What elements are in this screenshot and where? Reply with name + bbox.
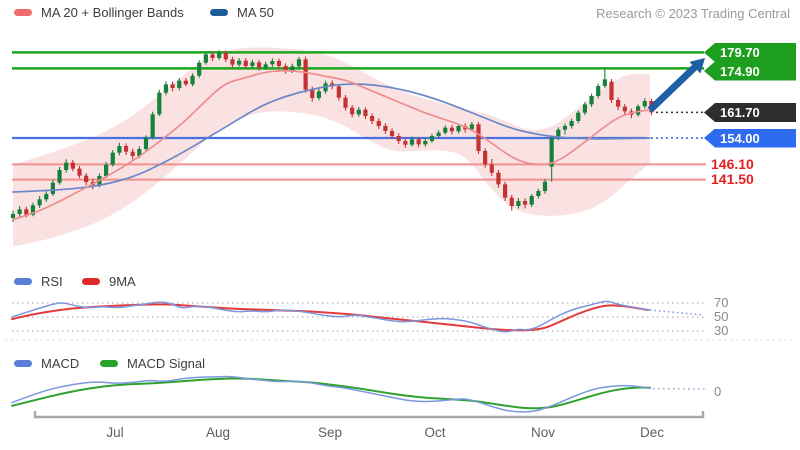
- current-price-tag: 161.70: [704, 103, 796, 122]
- macd-zero-label: 0: [714, 384, 722, 399]
- support-price-label-2: 141.50: [711, 171, 754, 187]
- legend-ma20-bollinger-label: MA 20 + Bollinger Bands: [41, 5, 184, 20]
- support-price-label-1: 146.10: [711, 156, 754, 172]
- legend-rsi-label: RSI: [41, 274, 63, 289]
- ma50-swatch-icon: [210, 9, 228, 16]
- legend-macd-signal: MACD Signal: [100, 356, 205, 371]
- rsi-level-70: 70: [714, 295, 729, 310]
- axis-month-sep: Sep: [317, 425, 343, 440]
- macd-swatch-icon: [14, 360, 32, 367]
- legend-macd-label: MACD: [41, 356, 80, 371]
- ma20-bollinger-swatch-icon: [14, 9, 32, 16]
- axis-month-dec: Dec: [639, 425, 665, 440]
- resistance-price-tag-1: 179.70: [704, 43, 796, 62]
- legend-9ma: 9MA: [82, 274, 136, 289]
- ma50-price-value: 154.00: [720, 130, 760, 146]
- axis-month-jul: Jul: [106, 425, 124, 440]
- axis-month-oct: Oct: [424, 425, 446, 440]
- rsi-level-30: 30: [714, 323, 729, 338]
- axis-month-nov: Nov: [530, 425, 556, 440]
- resistance-value-1: 179.70: [720, 45, 760, 60]
- legend-macd: MACD: [14, 356, 79, 371]
- rsi-swatch-icon: [14, 278, 32, 285]
- current-price-value: 161.70: [720, 105, 760, 120]
- copyright-text: Research © 2023 Trading Central: [596, 6, 790, 21]
- axis-month-aug: Aug: [205, 425, 231, 440]
- resistance-price-tag-2: 174.90: [704, 61, 796, 81]
- macd-signal-swatch-icon: [100, 360, 118, 367]
- ma50-price-tag: 154.00: [704, 128, 796, 148]
- legend-macd-signal-label: MACD Signal: [127, 356, 206, 371]
- legend-9ma-label: 9MA: [109, 274, 136, 289]
- legend-ma50: MA 50: [210, 5, 274, 20]
- resistance-value-2: 174.90: [720, 63, 760, 79]
- legend-ma20-bollinger: MA 20 + Bollinger Bands: [14, 5, 184, 20]
- rsi-level-50: 50: [714, 309, 729, 324]
- legend-ma50-label: MA 50: [237, 5, 274, 20]
- rsi-9ma-swatch-icon: [82, 278, 100, 285]
- legend-rsi: RSI: [14, 274, 63, 289]
